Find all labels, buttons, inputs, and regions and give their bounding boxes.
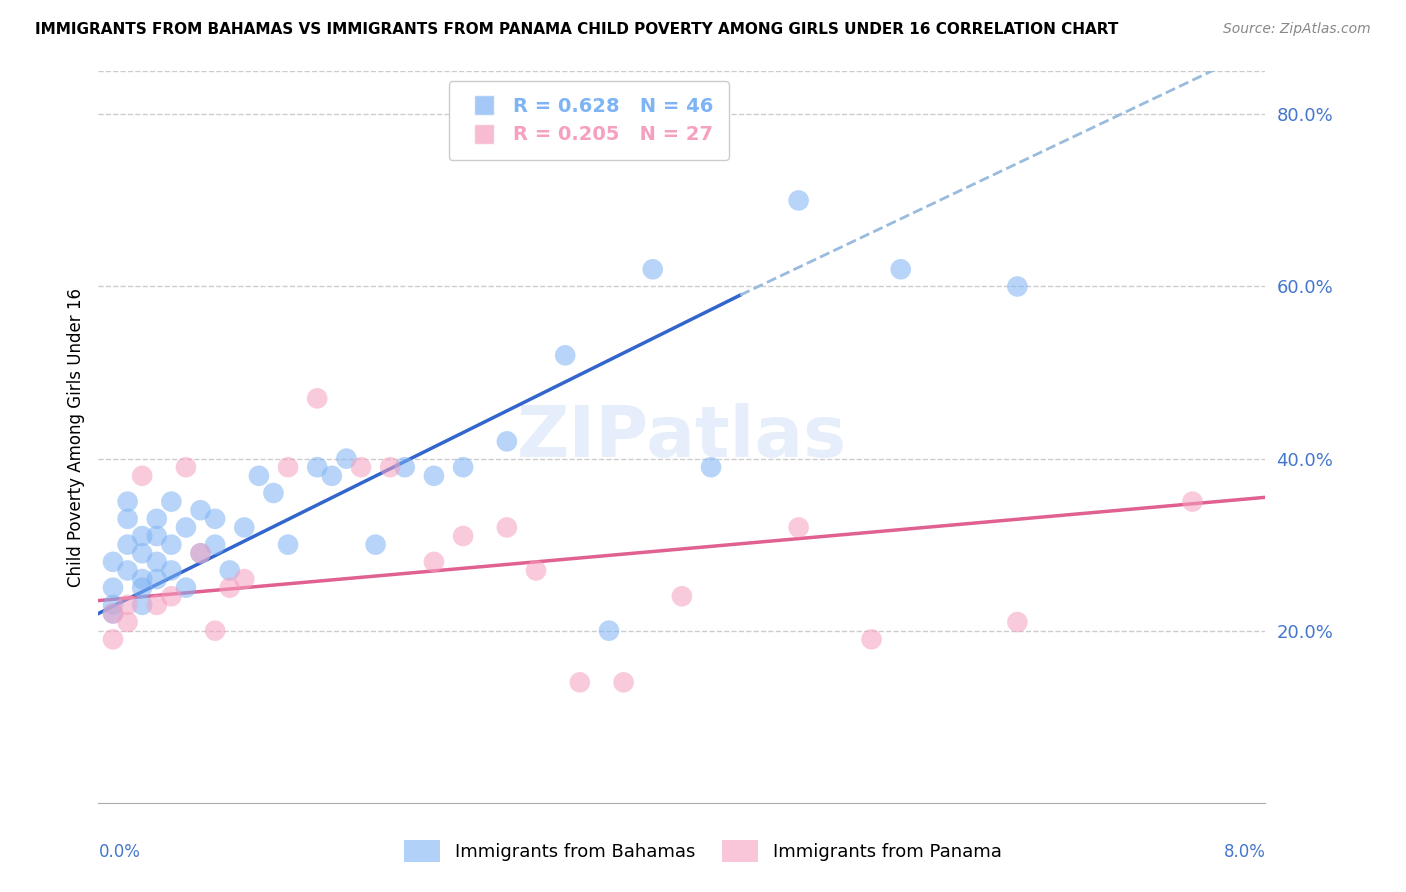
Text: 0.0%: 0.0%	[98, 843, 141, 861]
Point	[1007, 279, 1029, 293]
Point	[160, 538, 183, 552]
Point	[204, 538, 226, 552]
Point	[117, 615, 139, 629]
Point	[190, 546, 212, 560]
Point	[787, 520, 810, 534]
Point	[101, 607, 124, 621]
Point	[890, 262, 912, 277]
Point	[160, 494, 183, 508]
Point	[131, 546, 153, 560]
Point	[307, 460, 329, 475]
Point	[146, 598, 169, 612]
Point	[174, 581, 197, 595]
Point	[380, 460, 402, 475]
Point	[423, 468, 446, 483]
Point	[146, 512, 169, 526]
Y-axis label: Child Poverty Among Girls Under 16: Child Poverty Among Girls Under 16	[66, 287, 84, 587]
Point	[204, 512, 226, 526]
Point	[1007, 615, 1029, 629]
Point	[117, 494, 139, 508]
Legend: Immigrants from Bahamas, Immigrants from Panama: Immigrants from Bahamas, Immigrants from…	[396, 833, 1010, 870]
Point	[350, 460, 373, 475]
Point	[277, 460, 299, 475]
Point	[451, 460, 474, 475]
Point	[641, 262, 664, 277]
Point	[364, 538, 387, 552]
Point	[307, 392, 329, 406]
Point	[524, 564, 547, 578]
Point	[423, 555, 446, 569]
Point	[233, 520, 256, 534]
Point	[117, 598, 139, 612]
Text: IMMIGRANTS FROM BAHAMAS VS IMMIGRANTS FROM PANAMA CHILD POVERTY AMONG GIRLS UNDE: IMMIGRANTS FROM BAHAMAS VS IMMIGRANTS FR…	[35, 22, 1119, 37]
Point	[117, 564, 139, 578]
Point	[612, 675, 634, 690]
Point	[101, 598, 124, 612]
Point	[131, 581, 153, 595]
Point	[700, 460, 723, 475]
Point	[554, 348, 576, 362]
Point	[787, 194, 810, 208]
Point	[568, 675, 591, 690]
Point	[204, 624, 226, 638]
Point	[146, 555, 169, 569]
Point	[160, 564, 183, 578]
Point	[101, 607, 124, 621]
Point	[247, 468, 270, 483]
Point	[117, 538, 139, 552]
Point	[496, 434, 519, 449]
Point	[335, 451, 357, 466]
Text: Source: ZipAtlas.com: Source: ZipAtlas.com	[1223, 22, 1371, 37]
Point	[146, 572, 169, 586]
Point	[321, 468, 343, 483]
Point	[131, 572, 153, 586]
Point	[101, 632, 124, 647]
Text: ZIPatlas: ZIPatlas	[517, 402, 846, 472]
Text: 8.0%: 8.0%	[1223, 843, 1265, 861]
Point	[598, 624, 620, 638]
Point	[233, 572, 256, 586]
Point	[671, 589, 693, 603]
Point	[131, 529, 153, 543]
Point	[860, 632, 883, 647]
Point	[101, 555, 124, 569]
Point	[496, 520, 519, 534]
Point	[117, 512, 139, 526]
Legend: R = 0.628   N = 46, R = 0.205   N = 27: R = 0.628 N = 46, R = 0.205 N = 27	[449, 81, 728, 160]
Point	[218, 581, 240, 595]
Point	[146, 529, 169, 543]
Point	[190, 546, 212, 560]
Point	[1181, 494, 1204, 508]
Point	[394, 460, 416, 475]
Point	[451, 529, 474, 543]
Point	[190, 503, 212, 517]
Point	[101, 581, 124, 595]
Point	[218, 564, 240, 578]
Point	[174, 520, 197, 534]
Point	[131, 598, 153, 612]
Point	[277, 538, 299, 552]
Point	[131, 468, 153, 483]
Point	[174, 460, 197, 475]
Point	[160, 589, 183, 603]
Point	[262, 486, 284, 500]
